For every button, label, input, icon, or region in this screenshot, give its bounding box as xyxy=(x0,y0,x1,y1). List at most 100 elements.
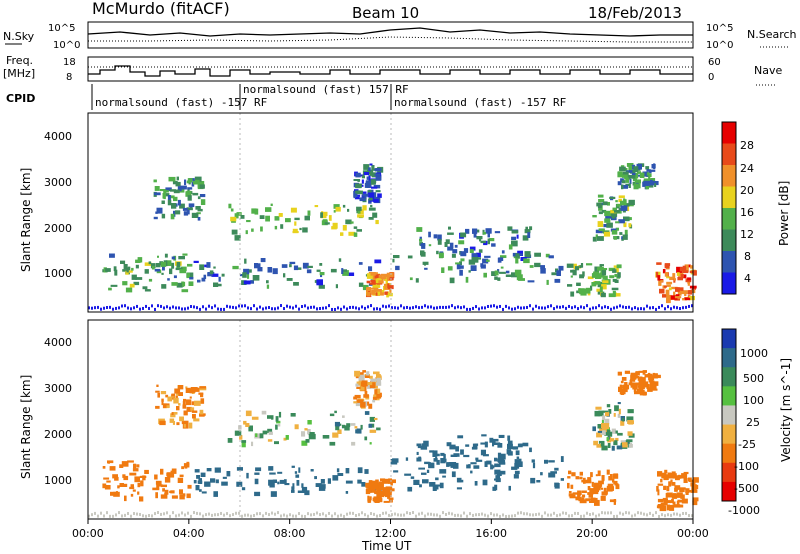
echo-cell xyxy=(598,199,605,203)
ground-scatter-cell xyxy=(661,304,663,308)
echo-cell xyxy=(191,401,195,406)
echo-cell xyxy=(496,471,502,476)
echo-cell xyxy=(474,443,479,446)
echo-cell xyxy=(113,491,120,497)
echo-cell xyxy=(516,234,519,239)
echo-cell xyxy=(419,484,422,488)
echo-cell xyxy=(551,272,558,276)
echo-cell xyxy=(558,265,564,271)
ground-scatter-cell xyxy=(328,511,330,515)
echo-cell xyxy=(672,273,676,280)
echo-cell xyxy=(187,263,193,267)
echo-cell xyxy=(369,282,376,285)
echo-cell xyxy=(689,270,693,274)
echo-cell xyxy=(194,176,202,182)
ground-scatter-cell xyxy=(250,307,252,311)
echo-cell xyxy=(389,479,396,484)
echo-cell xyxy=(626,439,633,443)
ground-scatter-cell xyxy=(211,306,213,310)
echo-cell xyxy=(124,495,127,502)
echo-cell xyxy=(662,269,666,274)
echo-cell xyxy=(606,222,613,228)
echo-cell xyxy=(372,293,379,296)
freq-label-line1: Freq. xyxy=(6,54,33,67)
ground-scatter-cell xyxy=(349,511,351,515)
echo-cell xyxy=(373,384,378,389)
ground-scatter-cell xyxy=(685,511,687,515)
sky-label: N.Sky xyxy=(3,30,35,43)
echo-cell xyxy=(171,495,178,499)
echo-cell xyxy=(689,290,696,294)
ground-scatter-cell xyxy=(574,305,576,309)
echo-cell xyxy=(188,203,195,208)
ground-scatter-cell xyxy=(364,513,366,517)
echo-cell xyxy=(269,482,275,488)
echo-cell xyxy=(341,424,346,429)
echo-cell xyxy=(293,265,299,271)
ground-scatter-cell xyxy=(157,511,159,515)
echo-cell xyxy=(277,471,283,474)
ground-scatter-cell xyxy=(514,514,516,518)
ground-scatter-cell xyxy=(436,306,438,310)
echo-cell xyxy=(622,385,625,389)
echo-cell xyxy=(172,421,175,425)
ground-scatter-cell xyxy=(103,514,105,518)
power-colorbar xyxy=(721,121,737,295)
echo-cell xyxy=(598,228,604,231)
ground-scatter-cell xyxy=(535,304,537,308)
echo-cell xyxy=(117,485,120,489)
echo-cell xyxy=(169,195,175,199)
echo-cell xyxy=(187,187,193,190)
echo-cell xyxy=(673,291,676,298)
echo-cell xyxy=(684,264,689,268)
echo-cell xyxy=(638,379,644,385)
ground-scatter-cell xyxy=(202,305,204,309)
ground-scatter-cell xyxy=(538,512,540,516)
echo-cell xyxy=(361,380,368,385)
echo-cell xyxy=(675,489,678,492)
echo-cell xyxy=(181,289,189,293)
ground-scatter-cell xyxy=(256,307,258,311)
nave-label: Nave xyxy=(754,64,782,77)
echo-cell xyxy=(613,499,616,505)
echo-cell xyxy=(470,462,477,465)
echo-cell xyxy=(433,450,438,457)
echo-cell xyxy=(595,273,602,279)
echo-cell xyxy=(164,477,171,483)
echo-cell xyxy=(373,371,380,375)
echo-cell xyxy=(617,402,621,405)
echo-cell xyxy=(619,384,623,391)
echo-cell xyxy=(200,393,204,398)
echo-cell xyxy=(513,474,519,479)
echo-cell xyxy=(597,266,604,270)
echo-cell xyxy=(604,429,611,434)
echo-cell xyxy=(623,216,630,222)
echo-cell xyxy=(206,262,211,268)
echo-cell xyxy=(608,409,612,414)
echo-cell xyxy=(159,189,167,192)
echo-cell xyxy=(119,483,124,487)
echo-cell xyxy=(169,418,175,423)
ground-scatter-cell xyxy=(319,306,321,310)
echo-cell xyxy=(548,460,555,463)
echo-cell xyxy=(568,493,574,497)
echo-cell xyxy=(595,474,598,477)
echo-cell xyxy=(184,464,188,469)
echo-cell xyxy=(621,174,628,178)
ground-scatter-cell xyxy=(541,306,543,310)
echo-cell xyxy=(268,466,274,471)
echo-cell xyxy=(666,294,672,300)
echo-cell xyxy=(204,481,211,487)
ground-scatter-cell xyxy=(325,514,327,518)
ground-scatter-cell xyxy=(343,514,345,518)
echo-cell xyxy=(314,476,317,480)
echo-cell xyxy=(473,465,480,469)
echo-cell xyxy=(347,208,350,212)
echo-cell xyxy=(270,491,277,497)
ground-scatter-cell xyxy=(634,513,636,517)
echo-cell xyxy=(554,278,561,283)
echo-cell xyxy=(609,499,617,503)
ground-scatter-cell xyxy=(190,514,192,518)
echo-cell xyxy=(632,376,640,379)
echo-cell xyxy=(575,476,580,480)
